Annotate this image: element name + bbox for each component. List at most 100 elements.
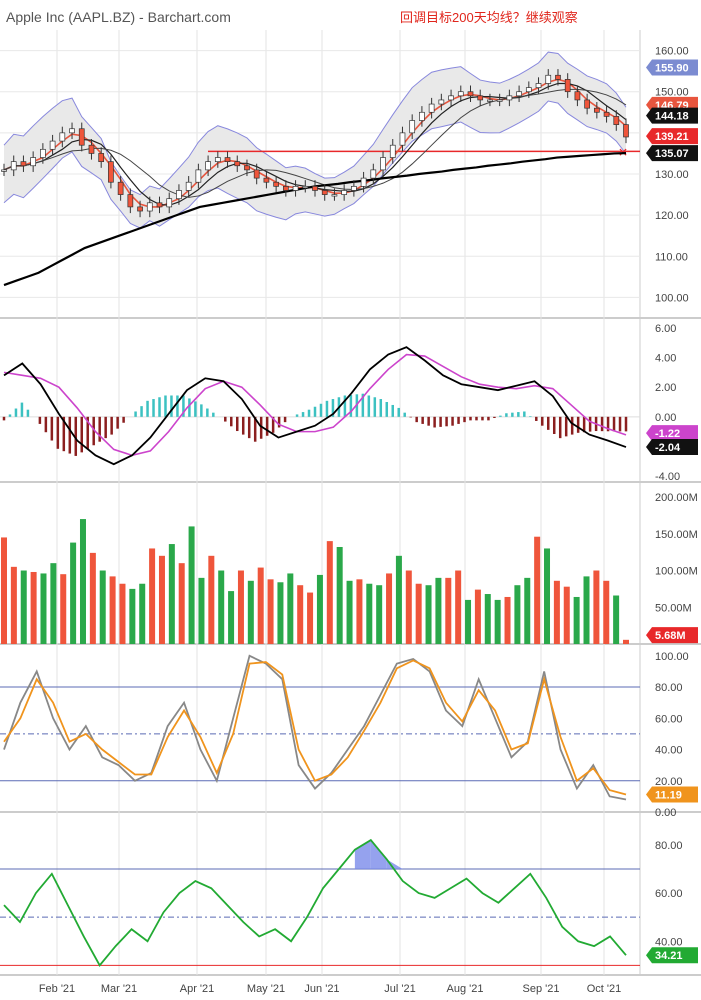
candle-body bbox=[30, 157, 37, 167]
stoch-tick-label: 100.00 bbox=[655, 651, 689, 663]
volume-bar bbox=[208, 555, 215, 644]
candle-body bbox=[477, 95, 484, 101]
volume-bar bbox=[247, 580, 254, 644]
volume-bar bbox=[366, 583, 373, 644]
x-tick-label: Feb '21 bbox=[39, 983, 75, 995]
price-tick-label: 150.00 bbox=[655, 87, 689, 99]
stoch-tick-label: 40.00 bbox=[655, 745, 683, 757]
candle-body bbox=[457, 91, 464, 97]
stoch-k-line bbox=[3, 654, 627, 801]
badge-label: 144.18 bbox=[655, 111, 689, 123]
candle-body bbox=[545, 74, 552, 84]
volume-bar bbox=[504, 596, 511, 644]
candle-body bbox=[69, 128, 75, 134]
candle-body bbox=[59, 132, 66, 142]
volume-bar bbox=[30, 571, 37, 644]
candle-body bbox=[282, 185, 289, 191]
badge-shape bbox=[646, 786, 698, 803]
candle-body bbox=[399, 132, 406, 146]
badge-label: -1.22 bbox=[655, 428, 680, 440]
rsi-tick-label: 80.00 bbox=[655, 840, 683, 852]
badge-label: 34.21 bbox=[655, 950, 683, 962]
x-tick-label: Oct '21 bbox=[587, 983, 622, 995]
volume-bar bbox=[484, 594, 491, 644]
badge-shape bbox=[646, 439, 698, 456]
volume-bar bbox=[60, 574, 67, 644]
badge-label: 5.68M bbox=[655, 630, 686, 642]
volume-bar bbox=[70, 542, 77, 644]
candle-body bbox=[108, 161, 114, 183]
badge-shape bbox=[646, 425, 698, 442]
volume-bar bbox=[346, 580, 353, 644]
candle-body bbox=[506, 95, 513, 101]
candle-body bbox=[244, 165, 250, 171]
badge-shape bbox=[646, 145, 698, 162]
volume-bar bbox=[514, 585, 521, 644]
candle-body bbox=[409, 120, 416, 134]
candle-body bbox=[341, 190, 348, 195]
volume-bar bbox=[613, 595, 620, 644]
candle-body bbox=[263, 177, 270, 183]
badge-shape bbox=[646, 947, 698, 964]
volume-bar bbox=[573, 596, 580, 644]
volume-bar bbox=[109, 576, 116, 644]
x-tick-label: Jul '21 bbox=[384, 983, 415, 995]
volume-bar bbox=[307, 592, 314, 644]
stoch-tick-label: 80.00 bbox=[655, 682, 683, 694]
rsi-overbought-fill bbox=[354, 840, 371, 869]
candle-body bbox=[273, 181, 279, 187]
stoch-badge: 11.19 bbox=[646, 786, 698, 803]
badge-label: 11.19 bbox=[655, 790, 682, 802]
volume-bar bbox=[178, 563, 185, 644]
rsi-tick-label: 40.00 bbox=[655, 936, 683, 948]
volume-bar bbox=[326, 541, 333, 644]
candle-body bbox=[312, 185, 318, 191]
candle-body bbox=[438, 99, 445, 105]
macd-badge: -1.22 bbox=[646, 425, 698, 442]
volume-tick-label: 200.00M bbox=[655, 492, 698, 504]
badge-label: 139.21 bbox=[655, 131, 689, 143]
x-tick-label: Apr '21 bbox=[180, 983, 215, 995]
badge-shape bbox=[646, 627, 698, 644]
volume-bar bbox=[524, 577, 531, 644]
candle-body bbox=[389, 144, 396, 158]
volume-bar bbox=[386, 573, 393, 644]
volume-bar bbox=[287, 573, 294, 644]
volume-bar bbox=[10, 566, 17, 644]
candle-body bbox=[117, 181, 124, 195]
badge-label: -2.04 bbox=[655, 442, 681, 454]
x-tick-label: Mar '21 bbox=[101, 983, 137, 995]
rsi-overbought-fill bbox=[386, 859, 403, 869]
badge-label: 135.07 bbox=[655, 148, 689, 160]
macd-line bbox=[3, 346, 627, 466]
price-tick-label: 100.00 bbox=[655, 292, 689, 304]
volume-tick-label: 150.00M bbox=[655, 529, 698, 541]
candle-body bbox=[593, 107, 600, 113]
volume-bar bbox=[583, 576, 590, 644]
macd-badge: -2.04 bbox=[646, 439, 698, 456]
stoch-tick-label: 0.00 bbox=[655, 807, 676, 819]
volume-bar bbox=[494, 599, 501, 644]
volume-tick-label: 50.00M bbox=[655, 602, 692, 614]
x-tick-label: Aug '21 bbox=[447, 983, 484, 995]
badge-shape bbox=[646, 59, 698, 76]
volume-badge: 5.68M bbox=[646, 627, 698, 644]
volume-bar bbox=[119, 583, 126, 644]
stoch-tick-label: 20.00 bbox=[655, 776, 683, 788]
volume-bar bbox=[79, 519, 86, 644]
chart-annotation: 回调目标200天均线？继续观察 bbox=[400, 10, 578, 25]
candle-body bbox=[88, 144, 95, 154]
candle-body bbox=[127, 194, 134, 208]
candle-body bbox=[613, 116, 620, 125]
volume-bar bbox=[139, 583, 146, 644]
candle-body bbox=[370, 169, 377, 179]
rsi-tick-label: 60.00 bbox=[655, 888, 683, 900]
price-badge: 155.90 bbox=[646, 59, 698, 76]
candle-body bbox=[428, 103, 435, 113]
volume-bar bbox=[267, 579, 274, 644]
volume-bar bbox=[623, 639, 629, 644]
price-tick-label: 110.00 bbox=[655, 251, 688, 263]
price-badge: 144.18 bbox=[646, 107, 698, 124]
candle-body bbox=[214, 157, 221, 163]
candle-body bbox=[448, 95, 454, 101]
